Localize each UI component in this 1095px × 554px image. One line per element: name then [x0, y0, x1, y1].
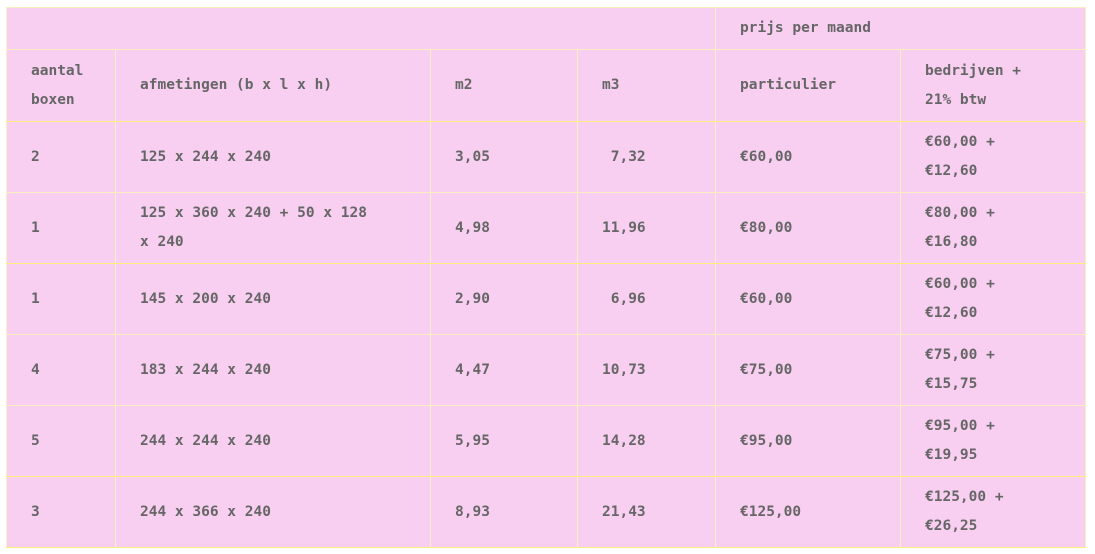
cell-business-price: €80,00 + €16,80 [900, 192, 1086, 264]
cell-private-price: €125,00 [715, 476, 901, 548]
cell-private-price: €95,00 [715, 405, 901, 477]
cell-dimensions: 244 x 244 x 240 [115, 405, 431, 477]
cell-m2: 5,95 [430, 405, 578, 477]
cell-m3: 7,32 [577, 121, 716, 193]
header-m2: m2 [430, 49, 578, 122]
cell-m3: 11,96 [577, 192, 716, 264]
cell-count: 1 [6, 192, 116, 264]
cell-business-price: €95,00 + €19,95 [900, 405, 1086, 477]
cell-business-price: €75,00 + €15,75 [900, 334, 1086, 406]
cell-count: 3 [6, 476, 116, 548]
header-dimensions: afmetingen (b x l x h) [115, 49, 431, 122]
cell-m3: 14,28 [577, 405, 716, 477]
cell-private-price: €60,00 [715, 121, 901, 193]
cell-m2: 2,90 [430, 263, 578, 335]
cell-business-price: €125,00 + €26,25 [900, 476, 1086, 548]
cell-m2: 8,93 [430, 476, 578, 548]
cell-m2: 4,47 [430, 334, 578, 406]
cell-m3: 6,96 [577, 263, 716, 335]
cell-business-price: €60,00 + €12,60 [900, 263, 1086, 335]
header-private: particulier [715, 49, 901, 122]
header-business: bedrijven + 21% btw [900, 49, 1086, 122]
cell-dimensions: 125 x 360 x 240 + 50 x 128 x 240 [115, 192, 431, 264]
storage-price-table: prijs per maand aantal boxen afmetingen … [6, 7, 1086, 548]
cell-count: 4 [6, 334, 116, 406]
cell-private-price: €80,00 [715, 192, 901, 264]
table-row: 1 125 x 360 x 240 + 50 x 128 x 240 4,98 11,… [6, 192, 1086, 264]
table-row: 1 145 x 200 x 240 2,90 6,96 €60,00 €60,00 + … [6, 263, 1086, 335]
table-row: 5 244 x 244 x 240 5,95 14,28 €95,00 €95,00 + … [6, 405, 1086, 477]
cell-count: 5 [6, 405, 116, 477]
cell-dimensions: 125 x 244 x 240 [115, 121, 431, 193]
cell-m3: 21,43 [577, 476, 716, 548]
price-per-month-header: prijs per maand [715, 7, 1086, 50]
cell-count: 1 [6, 263, 116, 335]
cell-dimensions: 145 x 200 x 240 [115, 263, 431, 335]
cell-private-price: €60,00 [715, 263, 901, 335]
header-m3: m3 [577, 49, 716, 122]
table-row: 2 125 x 244 x 240 3,05 7,32 €60,00 €60,00 + … [6, 121, 1086, 193]
table-row: 4 183 x 244 x 240 4,47 10,73 €75,00 €75,00 + … [6, 334, 1086, 406]
table-row: 3 244 x 366 x 240 8,93 21,43 €125,00 €125,00 … [6, 476, 1086, 548]
cell-dimensions: 244 x 366 x 240 [115, 476, 431, 548]
cell-m3: 10,73 [577, 334, 716, 406]
cell-business-price: €60,00 + €12,60 [900, 121, 1086, 193]
group-header-row: prijs per maand [6, 7, 1086, 50]
cell-m2: 4,98 [430, 192, 578, 264]
column-header-row: aantal boxen afmetingen (b x l x h) m2 m… [6, 49, 1086, 122]
cell-dimensions: 183 x 244 x 240 [115, 334, 431, 406]
cell-count: 2 [6, 121, 116, 193]
empty-header-cell [6, 7, 716, 50]
cell-private-price: €75,00 [715, 334, 901, 406]
header-count: aantal boxen [6, 49, 116, 122]
cell-m2: 3,05 [430, 121, 578, 193]
